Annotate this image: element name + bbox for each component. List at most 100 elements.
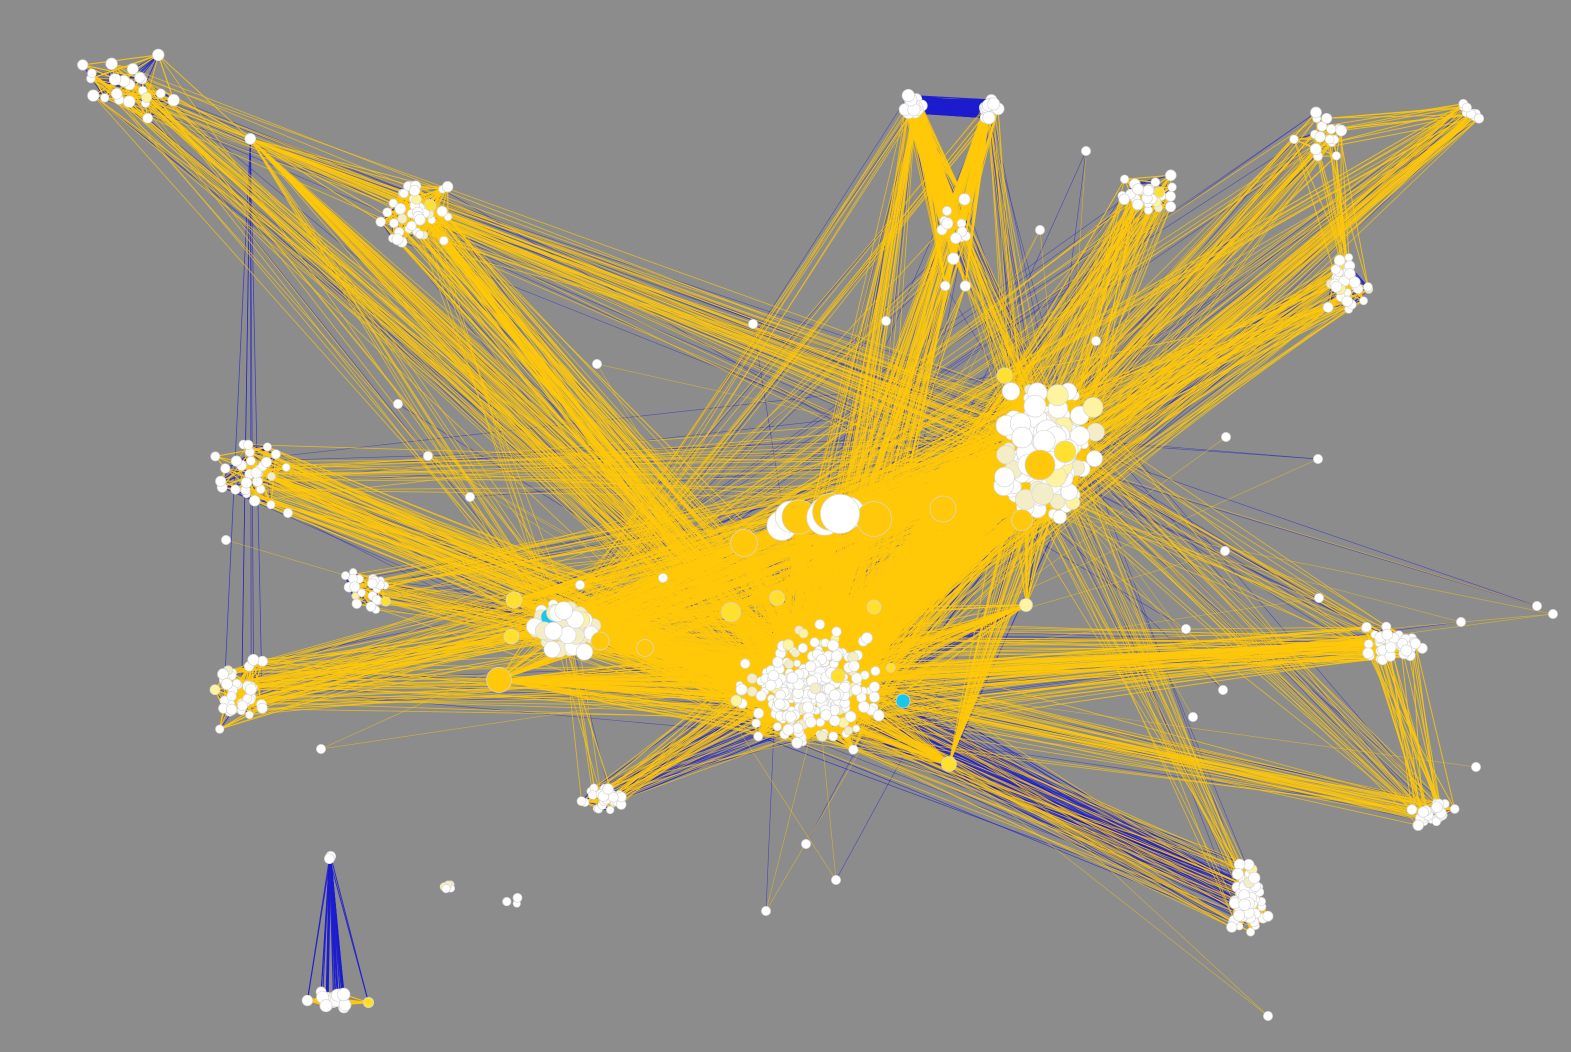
- graph-node[interactable]: [786, 671, 799, 684]
- graph-node[interactable]: [441, 181, 454, 193]
- graph-node[interactable]: [735, 683, 748, 696]
- graph-node[interactable]: [1548, 609, 1558, 619]
- graph-hub-node[interactable]: [1011, 509, 1033, 531]
- graph-node[interactable]: [753, 707, 765, 719]
- graph-node[interactable]: [142, 113, 153, 124]
- graph-node[interactable]: [1081, 146, 1091, 156]
- graph-node[interactable]: [220, 463, 231, 474]
- graph-node[interactable]: [805, 716, 817, 728]
- graph-node[interactable]: [861, 632, 873, 644]
- graph-node[interactable]: [959, 280, 971, 292]
- graph-node[interactable]: [1246, 927, 1256, 937]
- graph-node[interactable]: [950, 232, 962, 244]
- graph-node[interactable]: [1324, 134, 1335, 145]
- graph-node[interactable]: [820, 709, 832, 721]
- graph-node[interactable]: [465, 492, 475, 502]
- graph-node[interactable]: [1321, 112, 1333, 124]
- graph-node[interactable]: [246, 456, 256, 466]
- graph-node[interactable]: [1344, 253, 1354, 262]
- graph-node[interactable]: [801, 839, 811, 849]
- graph-node[interactable]: [1333, 254, 1346, 267]
- graph-node[interactable]: [152, 48, 165, 62]
- graph-node[interactable]: [210, 451, 221, 462]
- graph-node[interactable]: [1341, 295, 1353, 307]
- graph-node[interactable]: [108, 73, 122, 86]
- graph-node[interactable]: [1165, 169, 1177, 182]
- graph-node[interactable]: [1226, 921, 1238, 933]
- graph-node[interactable]: [543, 640, 561, 658]
- graph-node[interactable]: [1181, 624, 1191, 634]
- graph-node[interactable]: [1417, 806, 1429, 818]
- graph-node[interactable]: [587, 790, 598, 800]
- graph-node[interactable]: [802, 701, 815, 714]
- graph-node[interactable]: [1035, 225, 1045, 235]
- graph-node[interactable]: [262, 442, 272, 452]
- graph-node[interactable]: [1409, 638, 1421, 650]
- graph-node[interactable]: [240, 477, 253, 489]
- graph-node[interactable]: [1248, 871, 1261, 884]
- graph-node[interactable]: [408, 184, 421, 197]
- graph-hub-node[interactable]: [866, 599, 882, 615]
- graph-node[interactable]: [868, 691, 880, 703]
- graph-node[interactable]: [831, 626, 842, 637]
- graph-hub-node[interactable]: [830, 668, 846, 684]
- graph-node[interactable]: [1218, 685, 1228, 695]
- graph-node[interactable]: [393, 399, 403, 409]
- graph-hub-node[interactable]: [941, 756, 957, 772]
- graph-node[interactable]: [105, 57, 118, 70]
- graph-node[interactable]: [512, 892, 523, 903]
- graph-node[interactable]: [1335, 124, 1348, 137]
- graph-node[interactable]: [388, 198, 398, 208]
- graph-node[interactable]: [382, 207, 393, 218]
- graph-node[interactable]: [249, 495, 261, 507]
- graph-node[interactable]: [740, 658, 751, 669]
- graph-node[interactable]: [1220, 546, 1230, 556]
- graph-node[interactable]: [226, 690, 237, 702]
- graph-node[interactable]: [230, 484, 241, 495]
- graph-node[interactable]: [424, 199, 436, 212]
- graph-node[interactable]: [606, 805, 615, 815]
- graph-node[interactable]: [221, 535, 231, 545]
- graph-node[interactable]: [391, 233, 404, 246]
- graph-node[interactable]: [544, 621, 563, 641]
- graph-node[interactable]: [1431, 801, 1443, 813]
- graph-node[interactable]: [804, 660, 817, 673]
- graph-node[interactable]: [256, 702, 268, 714]
- graph-node[interactable]: [414, 213, 426, 226]
- graph-node[interactable]: [809, 682, 822, 695]
- graph-node[interactable]: [397, 213, 408, 224]
- graph-node[interactable]: [1330, 280, 1343, 293]
- graph-node[interactable]: [250, 467, 262, 479]
- graph-node[interactable]: [1167, 182, 1177, 192]
- graph-node[interactable]: [941, 217, 954, 230]
- graph-node[interactable]: [957, 226, 968, 237]
- graph-node[interactable]: [1363, 639, 1374, 649]
- graph-node[interactable]: [831, 875, 841, 885]
- graph-node[interactable]: [792, 722, 804, 734]
- graph-node[interactable]: [351, 598, 362, 609]
- graph-node[interactable]: [1381, 628, 1394, 641]
- graph-node[interactable]: [316, 744, 326, 754]
- graph-node[interactable]: [1471, 762, 1481, 772]
- graph-node[interactable]: [167, 94, 180, 107]
- graph-node[interactable]: [1118, 193, 1130, 206]
- graph-node[interactable]: [1330, 264, 1341, 275]
- graph-node[interactable]: [301, 994, 314, 1007]
- graph-node[interactable]: [1532, 601, 1542, 611]
- graph-node[interactable]: [839, 681, 851, 694]
- graph-node[interactable]: [767, 669, 780, 682]
- graph-node[interactable]: [576, 796, 587, 807]
- graph-node[interactable]: [730, 694, 743, 707]
- graph-node[interactable]: [797, 642, 809, 654]
- graph-node[interactable]: [1131, 198, 1144, 211]
- graph-hub-node[interactable]: [856, 501, 892, 537]
- graph-node[interactable]: [1011, 426, 1033, 449]
- graph-node[interactable]: [761, 906, 771, 916]
- graph-hub-node[interactable]: [1024, 449, 1056, 481]
- graph-node[interactable]: [1309, 143, 1322, 156]
- graph-hub-node[interactable]: [769, 590, 785, 606]
- graph-node[interactable]: [940, 280, 951, 292]
- graph-node[interactable]: [1326, 124, 1337, 135]
- graph-hub-node[interactable]: [929, 495, 957, 523]
